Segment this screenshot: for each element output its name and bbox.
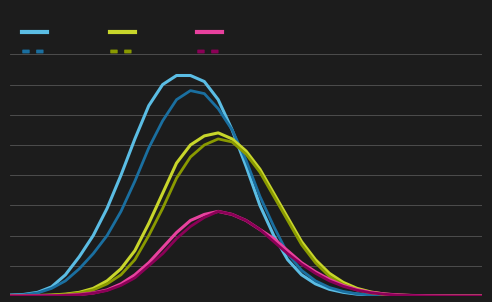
Legend: , , : , ,: [17, 40, 228, 65]
